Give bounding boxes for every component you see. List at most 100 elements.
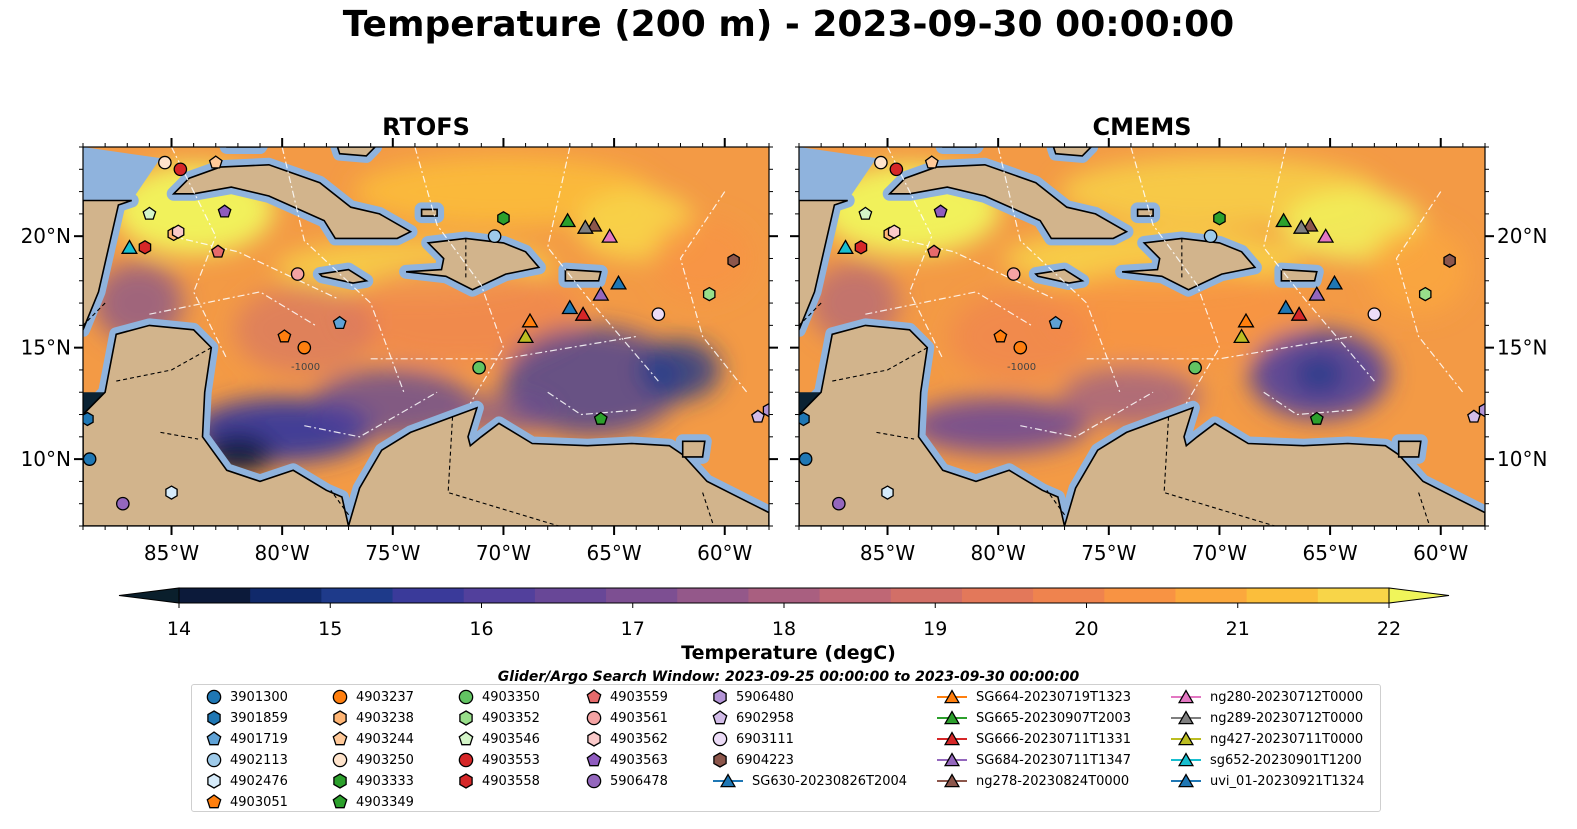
legend-label: 4903561 [610,710,668,726]
legend-triangle [1177,752,1195,767]
platform-marker-6902958 [751,409,765,423]
legend-shape [333,710,347,726]
legend-shape [713,752,727,768]
legend-item: 4903558 [458,772,540,790]
platform-marker-uvi_01-20230921T1324 [561,299,579,315]
land [171,163,413,240]
platform-marker-6902958 [1467,409,1481,423]
platform-marker-4903562 [887,224,901,239]
colorbar-over-arrow [1388,587,1450,604]
legend-marker-4903352 [459,710,473,726]
legend-label: ng280-20230712T0000 [1210,689,1364,705]
temperature-patch [1368,224,1469,315]
legend-label: 6904223 [736,752,794,768]
map-rtofs: -1000 [83,147,769,526]
colorbar-bin [321,588,394,603]
legend-label: 4903244 [356,731,414,747]
eez-boundary [997,147,1121,393]
legend-item: 4902113 [206,751,288,769]
platform-marker-4903350 [1188,360,1202,375]
platform-marker-SG666-20230711T1331 [1290,306,1308,321]
legend-marker-sg652-20230901T1200 [1171,752,1201,767]
legend-marker-4901719 [206,731,222,746]
legend-item: 4901719 [206,730,288,748]
platform-marker-3901300 [83,452,97,466]
platform-marker-4903237 [297,340,312,355]
land [799,199,848,331]
land [941,147,977,148]
eez-boundary [171,235,338,300]
lon-tick-label: 70°W [476,541,531,565]
platform-marker-5906480 [1478,402,1485,418]
legend-triangle [1177,731,1195,746]
colorbar-bin [1104,588,1176,603]
land [799,324,1066,526]
legend-item: 4903546 [458,730,540,748]
platform-marker-SG664-20230719T1323 [1237,312,1255,328]
legend-shape [206,794,222,809]
legend-marker-ng427-20230711T0000 [1171,731,1201,746]
legend-label: 6902958 [736,710,794,726]
legend-item: SG666-20230711T1331 [936,730,1131,748]
legend-marker-ng278-20230824T0000 [937,773,967,788]
lon-tick-label: 70°W [1192,541,1247,565]
platform-marker-4903558 [854,240,868,255]
colorbar: 14 15 16 17 18 19 20 21 22 [118,587,1450,640]
platform-marker-5906478 [116,496,130,511]
legend-shape [332,752,348,768]
legend-item: 4903553 [458,751,540,769]
legend-label: 4903350 [482,689,540,705]
land [83,199,132,331]
land [1052,147,1093,157]
legend-label: 4903333 [356,773,414,789]
legend-marker-4903562 [587,731,601,747]
legend: 3901300 3901859 4901719 4902113 4902476 49030… [191,684,1381,812]
platform-marker-3901859 [799,411,810,427]
legend-item: ng278-20230824T0000 [936,772,1129,790]
legend-item: SG665-20230907T2003 [936,709,1131,727]
legend-shape [207,710,221,726]
country-border [160,431,199,440]
platform-marker-ng289-20230712T0000 [1292,219,1310,234]
colorbar-bin [534,588,607,603]
colorbar-bin [748,588,821,603]
map-cmems: -1000 [799,147,1485,526]
temperature-patch [950,291,1091,382]
legend-triangle [719,773,737,788]
legend-shape [207,773,221,789]
legend-label: 4903250 [356,752,414,768]
legend-triangle [943,752,961,767]
legend-shape [713,689,727,705]
legend-marker-4903563 [586,752,602,767]
legend-marker-4902113 [206,752,222,768]
legend-item: 3901300 [206,688,288,706]
legend-item: ng427-20230711T0000 [1170,730,1363,748]
colorbar-bin [1246,588,1319,603]
legend-item: 4903349 [332,793,414,811]
legend-item: 6904223 [712,751,794,769]
land [1063,406,1485,526]
platform-marker-4903553 [173,162,188,177]
country-border [116,347,212,382]
legend-label: 4902113 [230,752,288,768]
colorbar-label: Temperature (degC) [681,642,896,664]
platform-marker-4903546 [858,206,873,220]
platform-marker-4903333 [1213,211,1226,226]
legend-item: 3901859 [206,709,288,727]
platform-marker-4902476 [881,485,894,500]
land [887,163,1129,240]
legend-label: 4903558 [482,773,540,789]
lon-tick-label: 85°W [144,541,199,565]
temperature-patch [1294,356,1345,393]
land [1034,268,1085,284]
legend-label: 4901719 [230,731,288,747]
colorbar-tick-label: 22 [1377,618,1401,640]
platform-marker-4903333 [497,211,510,226]
lat-tick-label: 15°N [1497,336,1547,360]
legend-item: 4903250 [332,751,414,769]
temperature-patch [908,397,1089,454]
land [564,268,602,282]
lat-tick-label: 20°N [21,224,71,248]
colorbar-bin [1033,588,1105,603]
panel-title-rtofs: RTOFS [382,113,470,141]
